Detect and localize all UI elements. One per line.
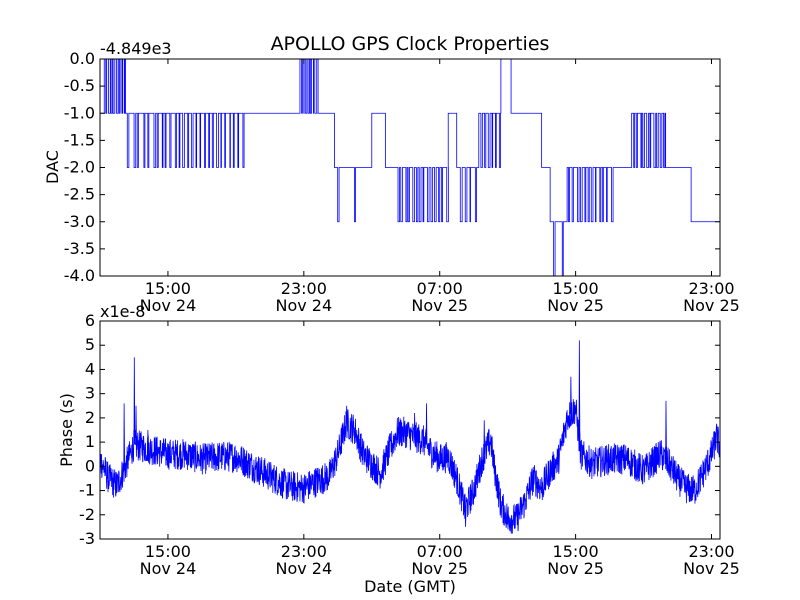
x-tick-label-date: Nov 25 [411,296,468,315]
y-tick-label: 0.0 [70,49,95,68]
x-tick-label-date: Nov 24 [275,296,332,315]
x-tick-label-time: 15:00 [145,542,191,561]
y-tick-label: -1.5 [64,130,95,149]
phase-offset-label: x1e-8 [100,302,145,321]
phase-y-axis-label: Phase (s) [57,393,76,467]
y-tick-label: 0 [85,456,95,475]
y-tick-label: 3 [85,384,95,403]
y-tick-label: -3.0 [64,212,95,231]
y-tick-label: -2.5 [64,185,95,204]
x-tick-label-time: 23:00 [281,279,327,298]
x-tick-label-time: 23:00 [688,542,734,561]
y-tick-label: -3.5 [64,239,95,258]
x-tick-label-time: 23:00 [281,542,327,561]
x-tick-label-time: 15:00 [553,279,599,298]
dac-y-axis-label: DAC [43,150,62,184]
dac-series-line [100,58,720,277]
x-tick-label-date: Nov 24 [140,296,197,315]
x-tick-label-time: 07:00 [417,542,463,561]
y-tick-label: -2.0 [64,158,95,177]
y-tick-label: -1 [79,481,95,500]
x-tick-label-date: Nov 25 [547,296,604,315]
phase-series-line [99,340,721,534]
dac-offset-label: -4.849e3 [100,39,172,58]
x-tick-label-time: 23:00 [688,279,734,298]
x-tick-label-date: Nov 24 [275,559,332,578]
x-tick-label-time: 07:00 [417,279,463,298]
y-tick-label: -0.5 [64,76,95,95]
y-tick-label: 2 [85,408,95,427]
x-tick-label-date: Nov 25 [683,296,740,315]
dac-y-ticks: 0.0 -0.5 -1.0 -1.5 -2.0 -2.5 -3.0 -3.5 -4.0 [64,49,720,285]
y-tick-label: 4 [85,359,95,378]
y-tick-label: -4.0 [64,266,95,285]
x-tick-label-time: 15:00 [553,542,599,561]
y-tick-label: -3 [79,529,95,548]
x-tick-label-date: Nov 25 [547,559,604,578]
phase-x-axis-label: Date (GMT) [364,577,456,596]
dac-chart: APOLLO GPS Clock Properties -4.849e3 DAC… [43,33,740,315]
x-tick-label-date: Nov 24 [140,559,197,578]
y-tick-label: 5 [85,335,95,354]
x-tick-label-date: Nov 25 [411,559,468,578]
y-tick-label: -2 [79,505,95,524]
y-tick-label: -1.0 [64,103,95,122]
phase-plot-frame [99,320,721,540]
y-tick-label: 1 [85,432,95,451]
phase-y-ticks: 6 5 4 3 2 1 0 -1 -2 -3 [79,311,720,548]
chart-title: APOLLO GPS Clock Properties [271,33,550,55]
x-tick-label-time: 15:00 [145,279,191,298]
y-tick-label: 6 [85,311,95,330]
x-tick-label-date: Nov 25 [683,559,740,578]
